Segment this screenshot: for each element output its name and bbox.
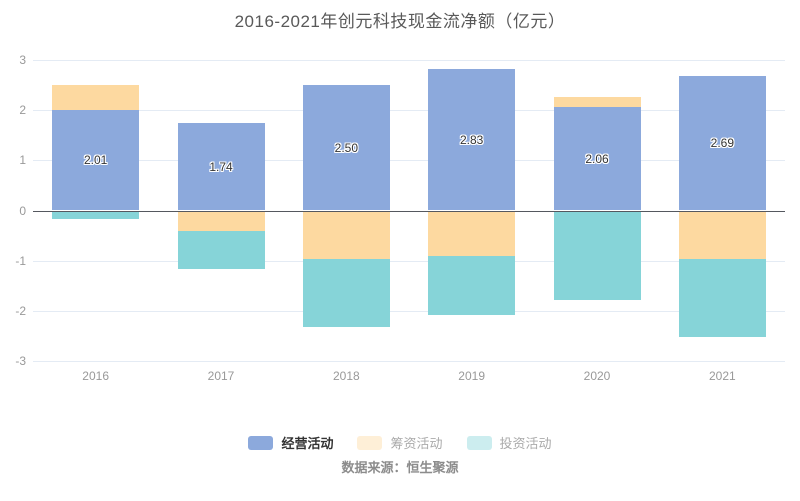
bar-segment-investing-2019 [428,256,516,315]
legend-item-financing[interactable]: 筹资活动 [357,433,443,452]
gridline [33,60,785,61]
bar-value-label: 1.74 [209,159,233,174]
bar-segment-financing-2020 [553,96,641,108]
data-source-label: 数据来源：恒生聚源 [341,460,459,475]
plot-area: 2.01 1.74 2.50 2.83 2.06 2.69 [33,60,785,362]
y-axis-tick-label: -3 [15,354,26,368]
bar-segment-operating-2019: 2.83 [428,68,516,211]
x-axis-tick-label: 2016 [82,369,109,383]
y-axis-tick-label: 0 [19,203,26,218]
bar-value-label: 2.83 [459,132,484,147]
legend-label: 筹资活动 [390,436,443,451]
bar-segment-investing-2016 [52,210,140,219]
gridline [33,160,785,162]
gridline [33,110,785,112]
legend-swatch-operating [248,435,274,450]
zero-axis-line [33,210,785,212]
legend-swatch-financing [357,435,383,450]
legend-label: 投资活动 [499,436,552,451]
bar-segment-operating-2018: 2.50 [302,85,390,211]
y-axis-tick-label: 3 [19,53,26,67]
x-axis-tick-label: 2018 [332,369,360,383]
bar-segment-operating-2020: 2.06 [553,107,641,211]
bar-segment-financing-2019 [428,210,516,257]
bar-segment-operating-2021: 2.69 [678,75,766,211]
gridline [33,361,785,362]
bar-segment-financing-2021 [678,210,766,260]
bar-value-label: 2.50 [334,140,358,155]
bar-segment-investing-2021 [678,259,766,337]
legend-label: 经营活动 [281,436,334,451]
bar-segment-investing-2018 [302,259,390,328]
bar-segment-financing-2016 [52,85,140,110]
legend-item-operating[interactable]: 经营活动 [248,433,333,452]
bar-value-label: 2.06 [585,151,609,166]
bar-value-label: 2.69 [710,136,734,151]
x-axis-tick-label: 2017 [207,369,235,383]
gridline [33,310,785,312]
legend-item-investing[interactable]: 投资活动 [466,433,552,452]
chart-title: 2016-2021年创元科技现金流净额（亿元） [234,12,566,31]
y-axis-tick-label: 2 [19,103,26,118]
bar-segment-investing-2020 [553,210,641,300]
bar-segment-investing-2017 [177,231,265,270]
bar-segment-operating-2016: 2.01 [52,109,140,211]
y-axis-tick-label: -1 [15,253,26,268]
y-axis-tick-label: -2 [15,303,26,318]
bar-segment-financing-2018 [302,210,390,260]
bar-value-label: 2.01 [83,153,108,168]
bar-segment-financing-2017 [177,210,265,232]
legend-swatch-investing [466,435,492,450]
gridline [33,260,785,262]
y-axis-tick-label: 1 [19,153,26,168]
x-axis-tick-label: 2019 [458,369,485,383]
x-axis-tick-label: 2020 [583,369,611,383]
bar-segment-operating-2017: 1.74 [177,123,265,211]
legend: 经营活动 筹资活动 投资活动 [0,433,800,452]
x-axis-tick-label: 2021 [708,369,736,383]
